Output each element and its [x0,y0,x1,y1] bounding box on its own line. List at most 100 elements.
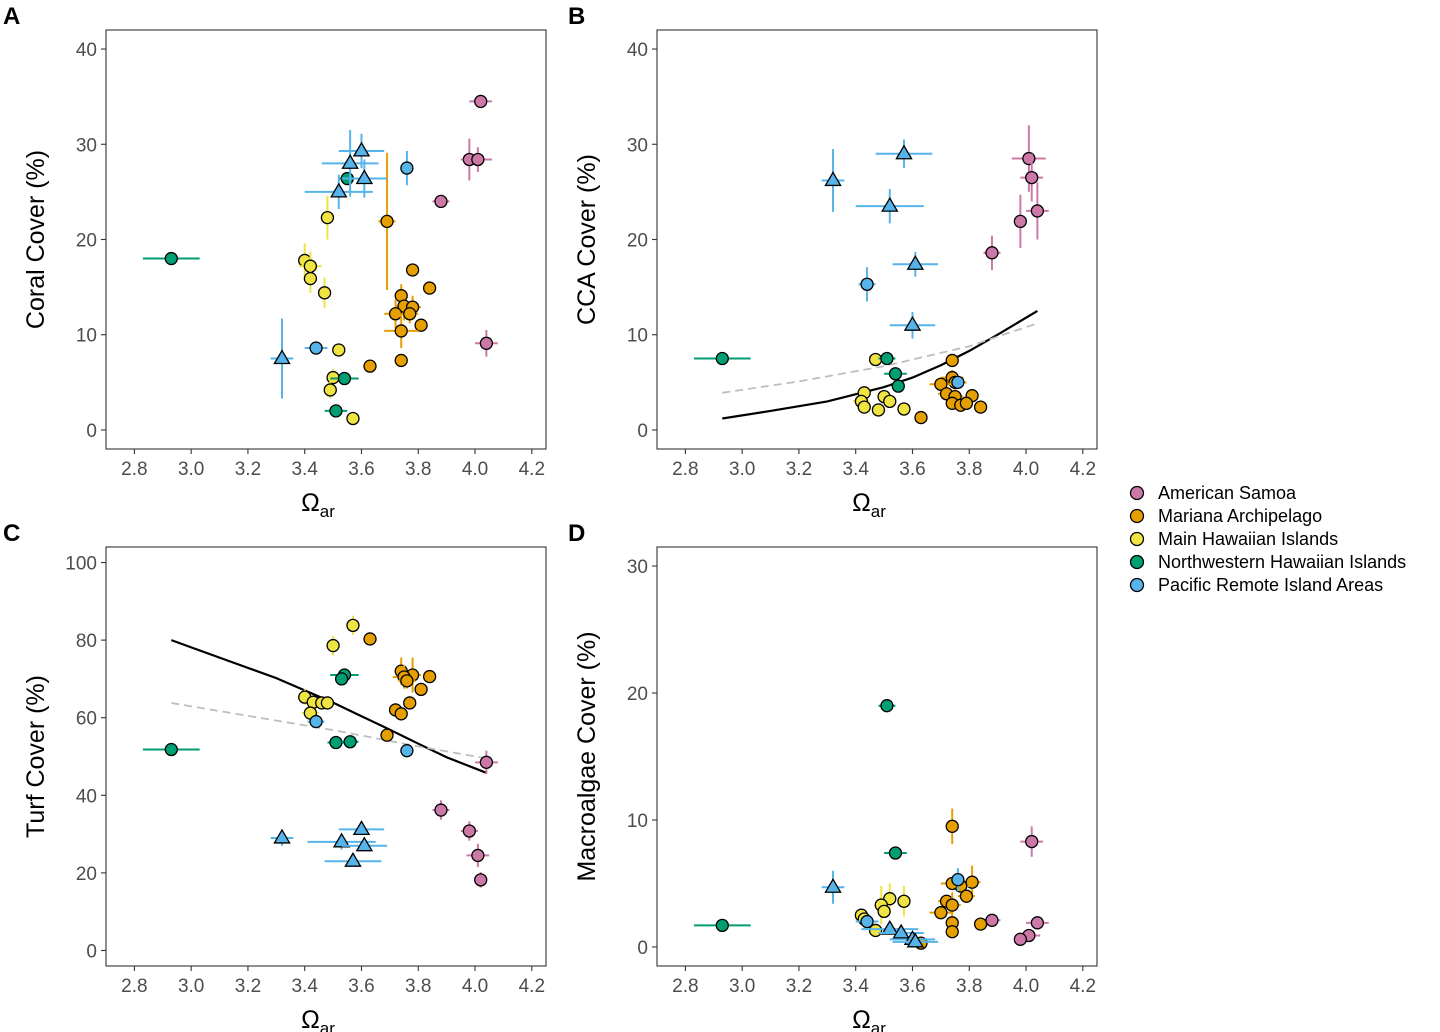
data-point [363,359,377,373]
data-point [323,383,337,397]
x-axis-title: Ωar [301,489,335,521]
legend-key-pacific-remote-island-areas [1129,577,1145,593]
legend-label-american-samoa: American Samoa [1158,483,1297,503]
y-tick-label: 30 [627,135,648,156]
series-mariana-archipelago [363,632,437,742]
x-tick-label: 3.2 [786,459,812,480]
panel-a: A 2.8 3.0 3.2 3.4 3.6 3.8 4.0 4.2 0 10 20 30 40 Ωar Cor… [3,3,547,521]
legend-label-northwestern-hawaiian-islands: Northwestern Hawaiian Islands [1158,552,1406,572]
x-tick-label: 3.6 [348,976,374,997]
series-mariana-archipelago [363,152,437,373]
data-point [888,367,903,381]
data-point [888,846,903,860]
x-tick-label: 3.2 [235,459,261,480]
data-point [422,281,437,295]
data-point [857,400,871,414]
data-point [951,375,965,389]
data-point [363,632,377,646]
fit-line-dashed [171,702,487,760]
fit-line-solid [722,309,1038,420]
x-tick-label: 3.4 [291,459,318,480]
data-point [471,152,485,167]
series-pacific-remote-island-areas [821,868,965,948]
x-tick-label: 3.6 [348,459,374,480]
plot-frame [105,546,547,967]
data-point [1013,214,1028,229]
data-point [479,336,494,350]
data-point [380,728,394,742]
data-point-triangle [273,828,291,844]
data-point-triangle [273,349,291,365]
data-point [871,403,886,417]
x-tick-label: 3.0 [178,976,204,997]
data-point [343,735,357,749]
legend-item-northwestern-hawaiian-islands: Northwestern Hawaiian Islands [1129,552,1406,572]
y-axis-title: Coral Cover (%) [22,150,50,329]
data-point [860,914,874,929]
legend-item-main-hawaiian-islands: Main Hawaiian Islands [1129,529,1338,549]
data-point [945,819,959,833]
data-point [380,214,394,229]
data-point [394,353,408,368]
data-point [346,618,360,633]
x-tick-label: 3.4 [842,976,869,997]
y-tick-label: 10 [627,326,648,347]
data-point [914,410,928,425]
data-point [973,400,988,414]
data-point-triangle [906,254,925,270]
data-point [934,377,948,391]
y-tick-label: 0 [86,941,97,962]
data-point [403,696,417,710]
x-tick-label: 3.6 [899,976,925,997]
series-northwestern-hawaiian-islands [693,351,907,393]
data-point [891,379,905,393]
legend-label-mariana-archipelago: Mariana Archipelago [1158,506,1322,526]
series-pacific-remote-island-areas [270,129,414,399]
fit-line-solid [170,639,487,774]
data-point-triangle [892,923,910,939]
panel-letter: B [568,3,585,30]
data-point [985,246,999,260]
panel-letter: C [3,520,20,547]
data-point [959,396,974,410]
data-point [329,404,343,418]
data-point [405,263,420,277]
panel-b: B 2.8 3.0 3.2 3.4 3.6 3.8 4.0 4.2 0 10 20 30 40 Ωar CCA… [568,3,1098,521]
y-tick-label: 40 [76,40,97,61]
x-tick-label: 3.8 [405,459,431,480]
data-point [317,286,332,300]
data-point [414,682,428,697]
data-point [400,161,414,175]
data-point-triangle [881,919,899,935]
fit-line-dashed [722,322,1038,394]
x-tick-label: 4.2 [519,459,545,480]
data-point [400,674,414,688]
data-point [422,669,437,684]
data-point [479,755,494,769]
y-axis-title: CCA Cover (%) [573,154,601,325]
y-tick-label: 30 [76,135,97,156]
data-point [403,307,417,321]
series-american-samoa [432,750,498,888]
data-point-triangle [881,196,899,212]
data-point [985,913,999,927]
data-point-triangle [332,832,351,848]
legend-key-northwestern-hawaiian-islands [1129,554,1145,570]
data-point [897,402,911,416]
data-point [329,735,343,750]
data-point [320,696,335,710]
data-point [951,873,965,887]
series-northwestern-hawaiian-islands [142,668,359,757]
data-point [860,277,874,291]
data-point [945,353,959,368]
data-point-triangle [903,315,922,331]
data-point [337,371,352,386]
data-point [434,194,448,209]
data-point [959,889,974,903]
x-tick-label: 4.0 [462,459,488,480]
series-main-hawaiian-islands [298,195,360,426]
x-tick-label: 3.4 [842,459,869,480]
series-pacific-remote-island-areas [270,714,414,867]
data-point [334,672,349,686]
data-point [164,251,178,266]
